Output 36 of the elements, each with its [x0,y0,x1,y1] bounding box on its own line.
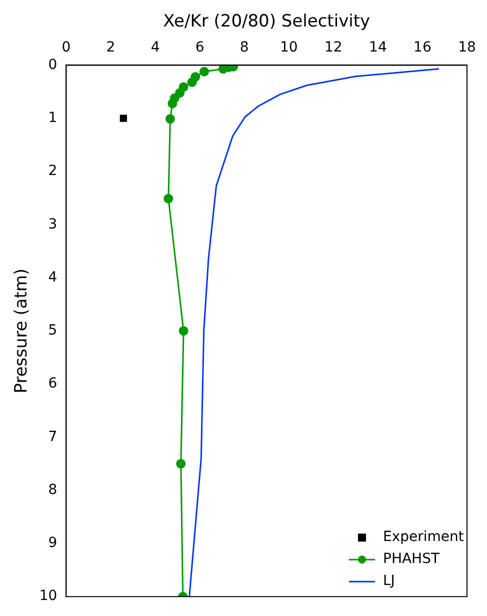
point [164,194,174,204]
x-tick-label: 4 [150,39,160,56]
x-tick-label: 6 [195,39,204,56]
x-tick-label: 8 [240,39,249,56]
point [178,326,188,336]
y-tick-label: 8 [48,482,58,498]
y-tick-label: 7 [48,428,58,445]
y-tick-label: 0 [48,56,58,73]
y-tick-label: 9 [48,535,58,552]
x-tick-label: 2 [106,39,116,56]
y-tick-label: 10 [39,588,58,604]
x-tick-label: 14 [369,39,387,56]
point [175,88,185,98]
legend-label: LJ [383,573,395,590]
y-tick-label: 4 [48,269,58,286]
point [218,65,228,74]
point [187,77,197,87]
point [165,114,175,124]
y-tick-label: 2 [48,163,58,180]
x-tick-label: 0 [62,39,71,56]
y-tick-label: 3 [48,216,58,232]
y-axis-title: Pressure (atm) [12,268,32,394]
x-tick-label: 18 [458,39,476,56]
point [200,66,210,76]
x-tick-label: 12 [324,39,342,56]
y-tick-label: 5 [48,322,58,339]
legend-label: PHAHST [383,551,440,568]
legend-label: Experiment [383,529,464,546]
x-tick-label: 10 [280,39,298,56]
x-axis-title: Xe/Kr (20/80) Selectivity [163,12,370,32]
y-tick-label: 6 [48,376,58,392]
y-tick-label: 1 [48,110,58,126]
point [120,114,128,122]
point [168,98,178,108]
point [176,459,186,468]
x-tick-label: 16 [414,39,432,56]
